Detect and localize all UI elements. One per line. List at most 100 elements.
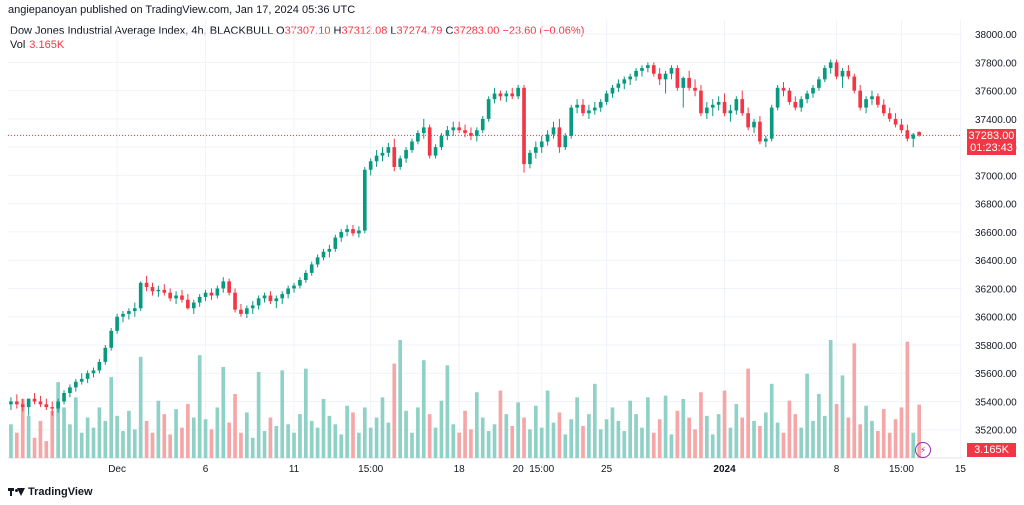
volume-bar bbox=[881, 409, 886, 458]
volume-bar bbox=[451, 424, 456, 458]
volume-bar bbox=[380, 397, 385, 458]
volume-bar bbox=[433, 427, 438, 458]
candle-body bbox=[209, 292, 214, 296]
candle-body bbox=[551, 127, 556, 135]
current-price-tag: 37283.00 01:23:43 bbox=[967, 129, 1016, 156]
volume-bar bbox=[775, 422, 780, 458]
lightning-icon[interactable]: ⚡ bbox=[915, 442, 931, 458]
x-tick-label: 15 bbox=[955, 464, 967, 475]
volume-bar bbox=[174, 409, 178, 458]
volume-bar bbox=[598, 429, 603, 458]
candle-body bbox=[581, 104, 585, 114]
volume-bar bbox=[463, 410, 467, 458]
volume-bar bbox=[522, 417, 526, 458]
candle-body bbox=[575, 104, 579, 108]
candle-body bbox=[734, 99, 739, 111]
volume-bar bbox=[457, 432, 461, 458]
candle-body bbox=[227, 281, 231, 293]
volume-bar bbox=[315, 427, 320, 458]
volume-bar bbox=[722, 390, 727, 458]
volume-bar bbox=[127, 410, 131, 458]
volume-bar bbox=[68, 424, 72, 458]
candle-body bbox=[392, 147, 397, 167]
volume-bar bbox=[657, 419, 662, 458]
price-axis[interactable]: 35200.00 35400.00 35600.00 35800.00 36000.00… bbox=[975, 30, 1017, 437]
volume-bar bbox=[716, 414, 721, 458]
candle-body bbox=[327, 248, 332, 252]
volume-bar bbox=[9, 424, 13, 458]
volume-bar bbox=[357, 432, 361, 458]
volume-bar bbox=[763, 412, 768, 458]
candle-body bbox=[781, 87, 786, 91]
candle-body bbox=[32, 398, 37, 402]
volume-bar bbox=[445, 365, 450, 458]
volume-bar bbox=[687, 417, 691, 458]
volume-bar bbox=[345, 405, 349, 458]
candle-body bbox=[463, 130, 467, 134]
volume-bar bbox=[486, 431, 491, 458]
candle-body bbox=[368, 161, 373, 170]
candle-body bbox=[280, 294, 285, 299]
volume-bar bbox=[728, 427, 733, 458]
volume-bar bbox=[705, 415, 709, 458]
brand-name: TradingView bbox=[28, 486, 93, 498]
volume-bar bbox=[893, 419, 898, 458]
y-tick-label: 36600.00 bbox=[975, 228, 1017, 239]
volume-bar bbox=[822, 415, 827, 458]
x-tick-label: 8 bbox=[834, 464, 840, 475]
volume-bar bbox=[362, 407, 367, 458]
candle-body bbox=[610, 87, 615, 94]
volume-bar bbox=[528, 429, 532, 458]
volume-bar bbox=[333, 424, 338, 458]
candle-body bbox=[132, 308, 137, 312]
candle-body bbox=[705, 107, 709, 114]
volume-bar bbox=[351, 412, 355, 458]
candle-body bbox=[870, 96, 874, 100]
volume-bar bbox=[475, 392, 479, 458]
candle-body bbox=[286, 288, 290, 295]
volume-bar bbox=[421, 360, 426, 458]
candle-body bbox=[97, 361, 102, 371]
candle-body bbox=[9, 401, 13, 405]
candle-body bbox=[250, 305, 255, 309]
x-tick-label: 15:00 bbox=[358, 464, 383, 475]
candle-body bbox=[221, 281, 226, 289]
candle-body bbox=[79, 378, 84, 382]
volume-bar bbox=[221, 366, 226, 458]
candle-body bbox=[516, 87, 520, 97]
candle-body bbox=[887, 113, 892, 119]
volume-bar bbox=[262, 431, 267, 458]
candle-body bbox=[528, 152, 532, 165]
volume-bar bbox=[516, 402, 520, 458]
candle-body bbox=[298, 279, 302, 286]
candle-body bbox=[486, 99, 491, 119]
volume-label: Vol bbox=[10, 39, 26, 51]
candle-body bbox=[604, 93, 609, 102]
volume-bar bbox=[292, 432, 296, 458]
volume-bar bbox=[587, 414, 591, 458]
y-tick-label: 35800.00 bbox=[975, 341, 1017, 352]
candle-body bbox=[20, 404, 25, 408]
candle-body bbox=[333, 237, 338, 249]
volume-bar bbox=[640, 427, 644, 458]
volume-bar bbox=[551, 422, 556, 458]
footer-brand[interactable]: TradingView bbox=[8, 486, 93, 498]
volume-bar bbox=[911, 432, 916, 458]
candle-body bbox=[504, 93, 509, 97]
volume-bar bbox=[557, 412, 562, 458]
y-tick-label: 35600.00 bbox=[975, 369, 1017, 380]
candle-body bbox=[793, 101, 798, 108]
volume-bar bbox=[828, 340, 833, 458]
candle-body bbox=[445, 130, 450, 136]
candle-body bbox=[805, 93, 809, 100]
volume-bar bbox=[138, 356, 143, 458]
candle-body bbox=[746, 113, 750, 128]
volume-bar bbox=[469, 429, 473, 458]
volume-bar bbox=[20, 399, 25, 458]
candle-body bbox=[50, 407, 55, 409]
volume-bar bbox=[386, 422, 391, 458]
candle-body bbox=[787, 90, 792, 102]
candle-body bbox=[917, 132, 921, 136]
